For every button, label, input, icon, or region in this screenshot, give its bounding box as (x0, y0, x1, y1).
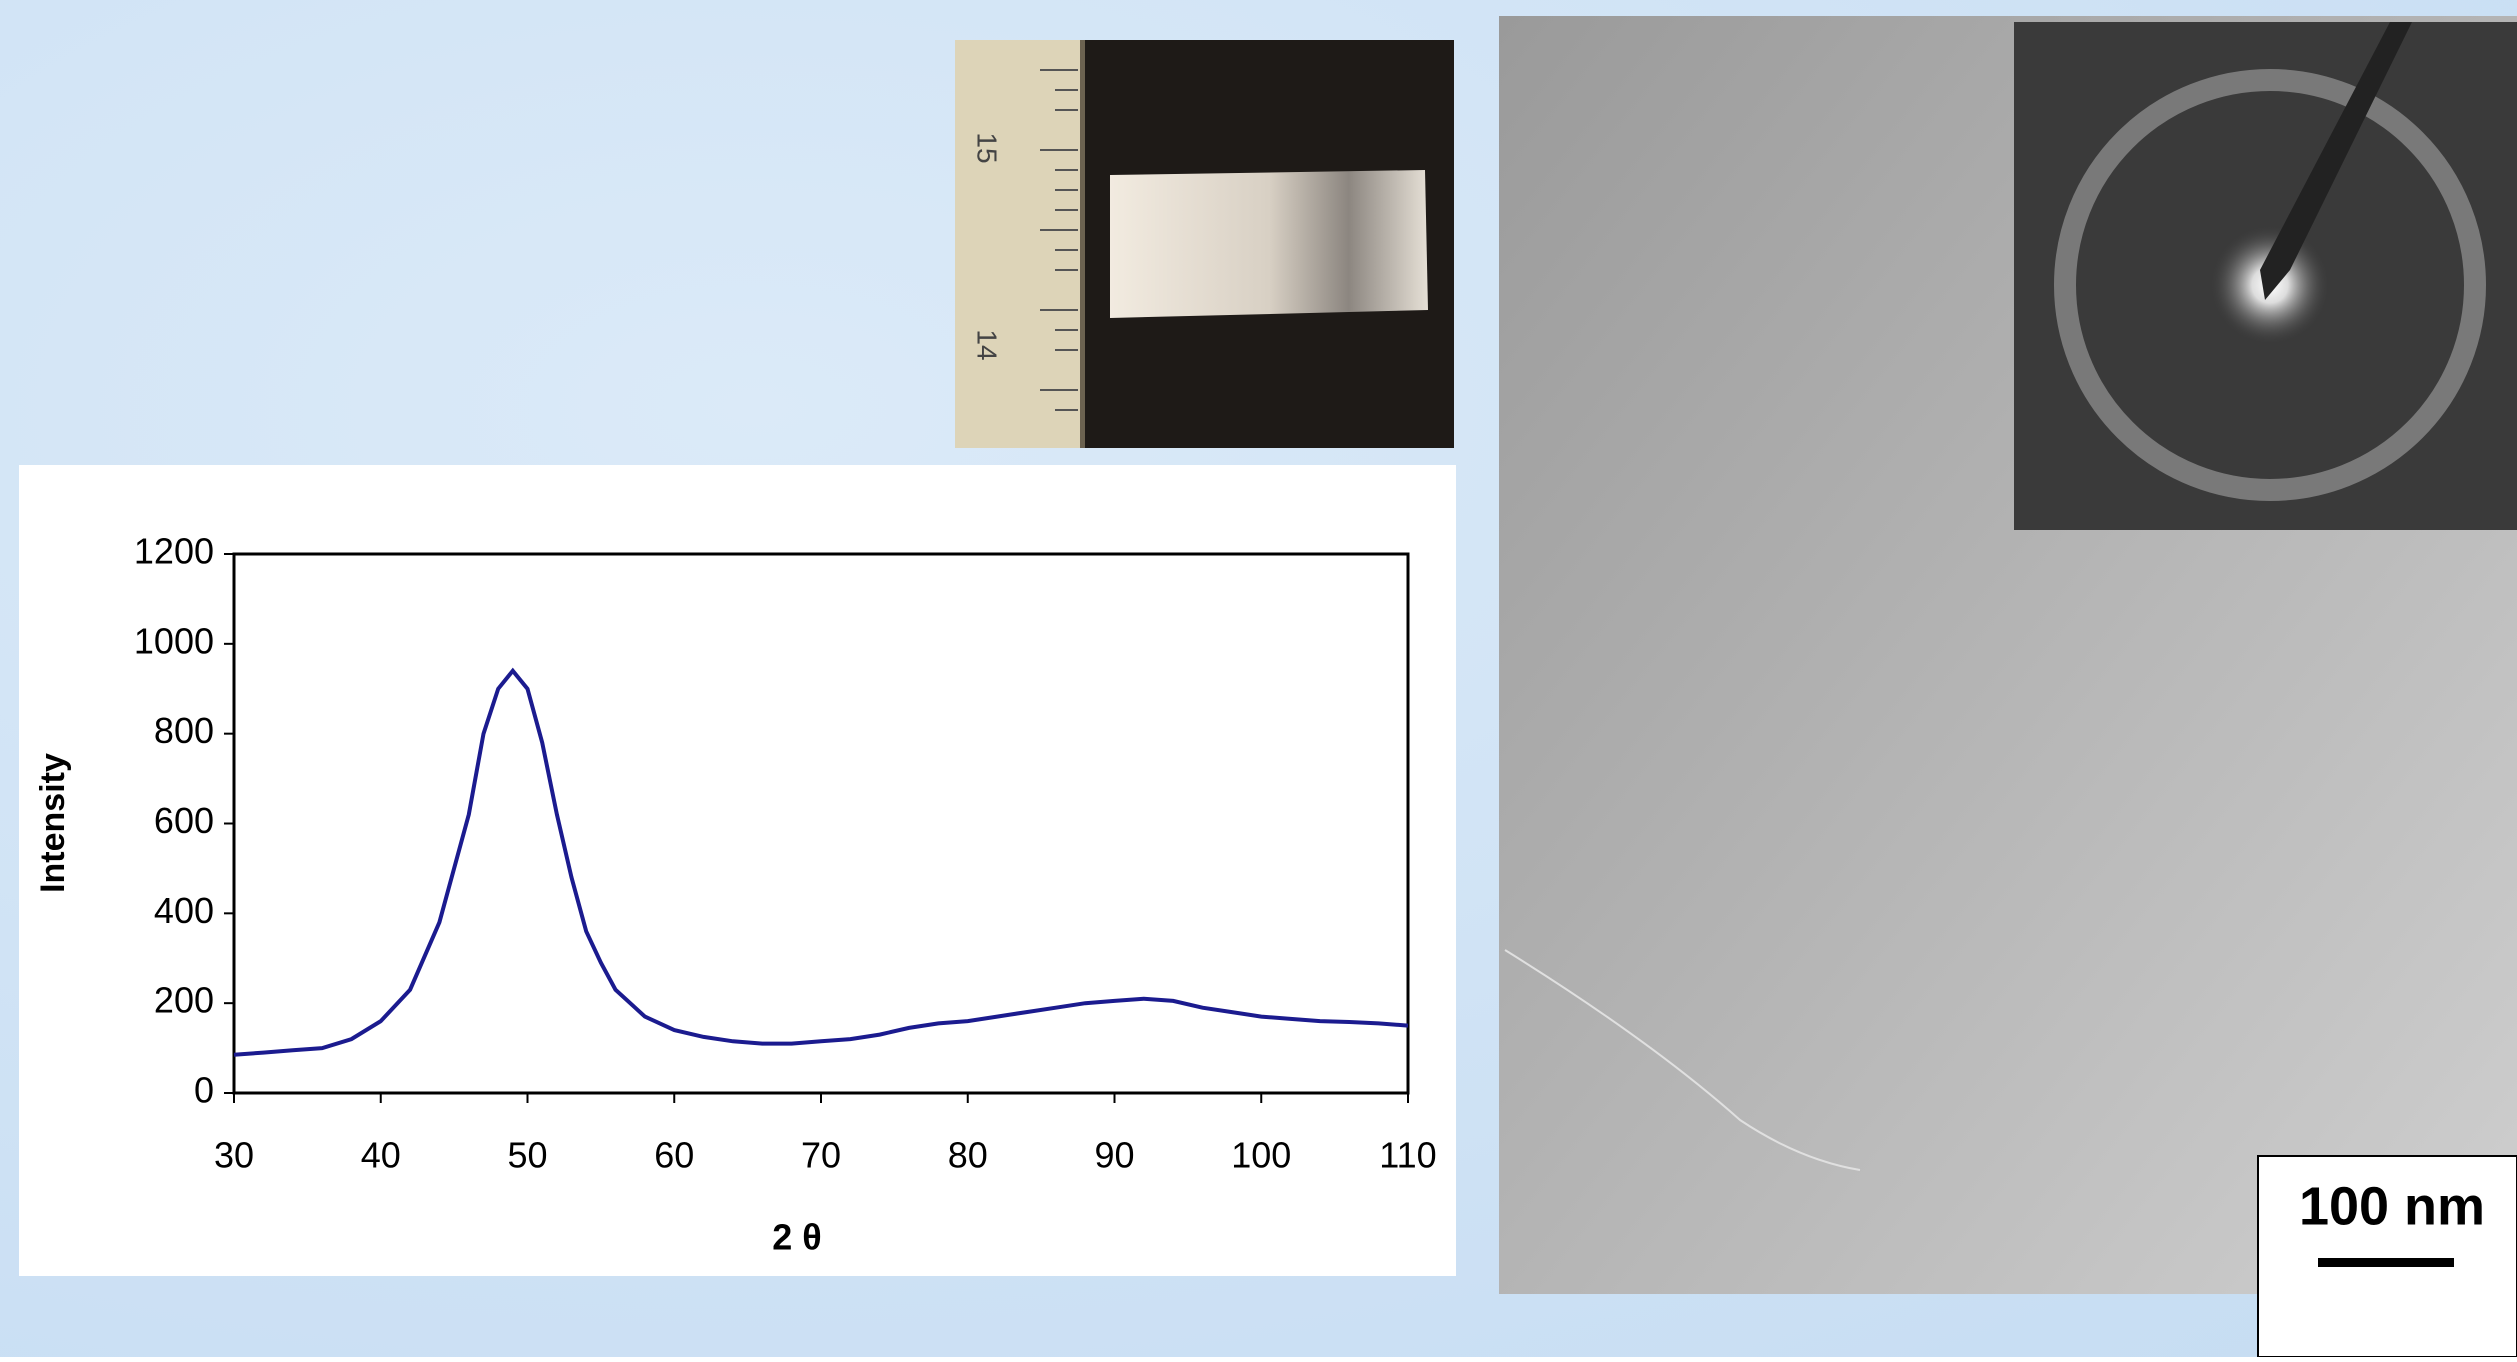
y-tick-label: 600 (154, 800, 214, 841)
y-axis-label: Intensity (34, 753, 72, 893)
chart: 0 200 400 600 800 1000 1200 30 40 50 60 70 80 90 100 11… (134, 531, 1437, 1176)
x-tick-label: 50 (507, 1135, 547, 1176)
x-tick-label: 100 (1231, 1135, 1291, 1176)
slide: 15 14 100 nm 0 200 400 600 800 1000 1200 30 40 50… (0, 0, 2517, 1357)
tem-image: 100 nm (1499, 16, 2517, 1357)
x-tick-label: 70 (801, 1135, 841, 1176)
y-tick-label: 400 (154, 890, 214, 931)
x-tick-label: 60 (654, 1135, 694, 1176)
ruler-label: 14 (972, 329, 1003, 360)
y-tick-label: 200 (154, 980, 214, 1021)
x-tick-label: 110 (1379, 1135, 1436, 1176)
x-tick-label: 80 (948, 1135, 988, 1176)
y-tick-label: 1200 (134, 531, 214, 572)
x-tick-label: 90 (1094, 1135, 1134, 1176)
ruler-label: 15 (972, 132, 1003, 163)
y-tick-label: 1000 (134, 620, 214, 661)
x-axis-label: 2 θ (772, 1217, 821, 1258)
x-tick-label: 30 (214, 1135, 254, 1176)
y-tick-label: 800 (154, 710, 214, 751)
sample-photo: 15 14 (955, 40, 1454, 448)
y-tick-label: 0 (194, 1070, 214, 1111)
x-tick-label: 40 (361, 1135, 401, 1176)
scale-bar-label: 100 nm (2299, 1176, 2485, 1236)
